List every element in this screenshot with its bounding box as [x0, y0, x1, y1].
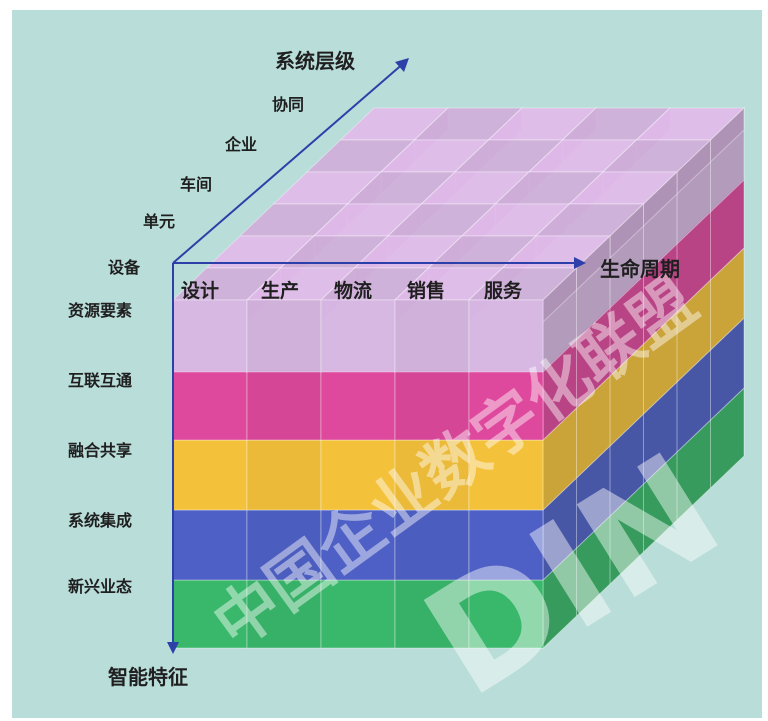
cube-front-face — [246, 299, 322, 373]
system-level-axis-arrowhead — [395, 58, 409, 72]
cube-front-face — [246, 369, 322, 441]
cube-front-face — [394, 299, 470, 373]
labels: 系统层级 生命周期 智能特征 设备 单元 车间 企业 协同 设计 生产 物流 销… — [68, 49, 680, 689]
cube-front-face — [172, 509, 248, 581]
cube-front-face — [172, 369, 248, 441]
feature-label-emerging-business: 新兴业态 — [68, 577, 132, 596]
system-level-label-collaboration: 协同 — [272, 95, 304, 114]
cube-layer — [171, 106, 746, 374]
cube-front-face — [468, 299, 544, 373]
system-level-label-workshop: 车间 — [180, 175, 212, 194]
intelligent-features-axis-arrowhead — [167, 642, 179, 654]
cube-front-face — [246, 439, 322, 511]
intelligent-features-axis-title: 智能特征 — [108, 665, 188, 689]
lifecycle-label-service: 服务 — [484, 279, 523, 302]
system-level-axis — [172, 61, 406, 264]
cube-front-face — [320, 299, 396, 373]
cube-layer — [172, 176, 745, 442]
lifecycle-label-design: 设计 — [181, 280, 219, 302]
feature-label-resource-elements: 资源要素 — [68, 301, 132, 320]
cube-front-face — [172, 299, 248, 373]
feature-label-fusion-sharing: 融合共享 — [68, 441, 132, 460]
axes — [167, 58, 586, 654]
lifecycle-axis-title: 生命周期 — [600, 257, 680, 281]
lifecycle-label-production: 生产 — [261, 279, 299, 302]
lifecycle-axis-arrowhead — [574, 257, 586, 269]
system-level-axis-title: 系统层级 — [275, 49, 355, 73]
lifecycle-label-logistics: 物流 — [334, 279, 372, 302]
feature-label-interconnection: 互联互通 — [68, 371, 132, 390]
lifecycle-label-sales: 销售 — [407, 279, 445, 302]
cube-front-face — [320, 369, 396, 441]
system-level-label-enterprise: 企业 — [224, 135, 257, 154]
cube-front-face — [172, 439, 248, 511]
system-level-label-equipment: 设备 — [108, 258, 141, 277]
cube-layers — [171, 106, 746, 650]
feature-label-system-integration: 系统集成 — [68, 511, 132, 530]
system-level-label-unit: 单元 — [143, 212, 175, 231]
